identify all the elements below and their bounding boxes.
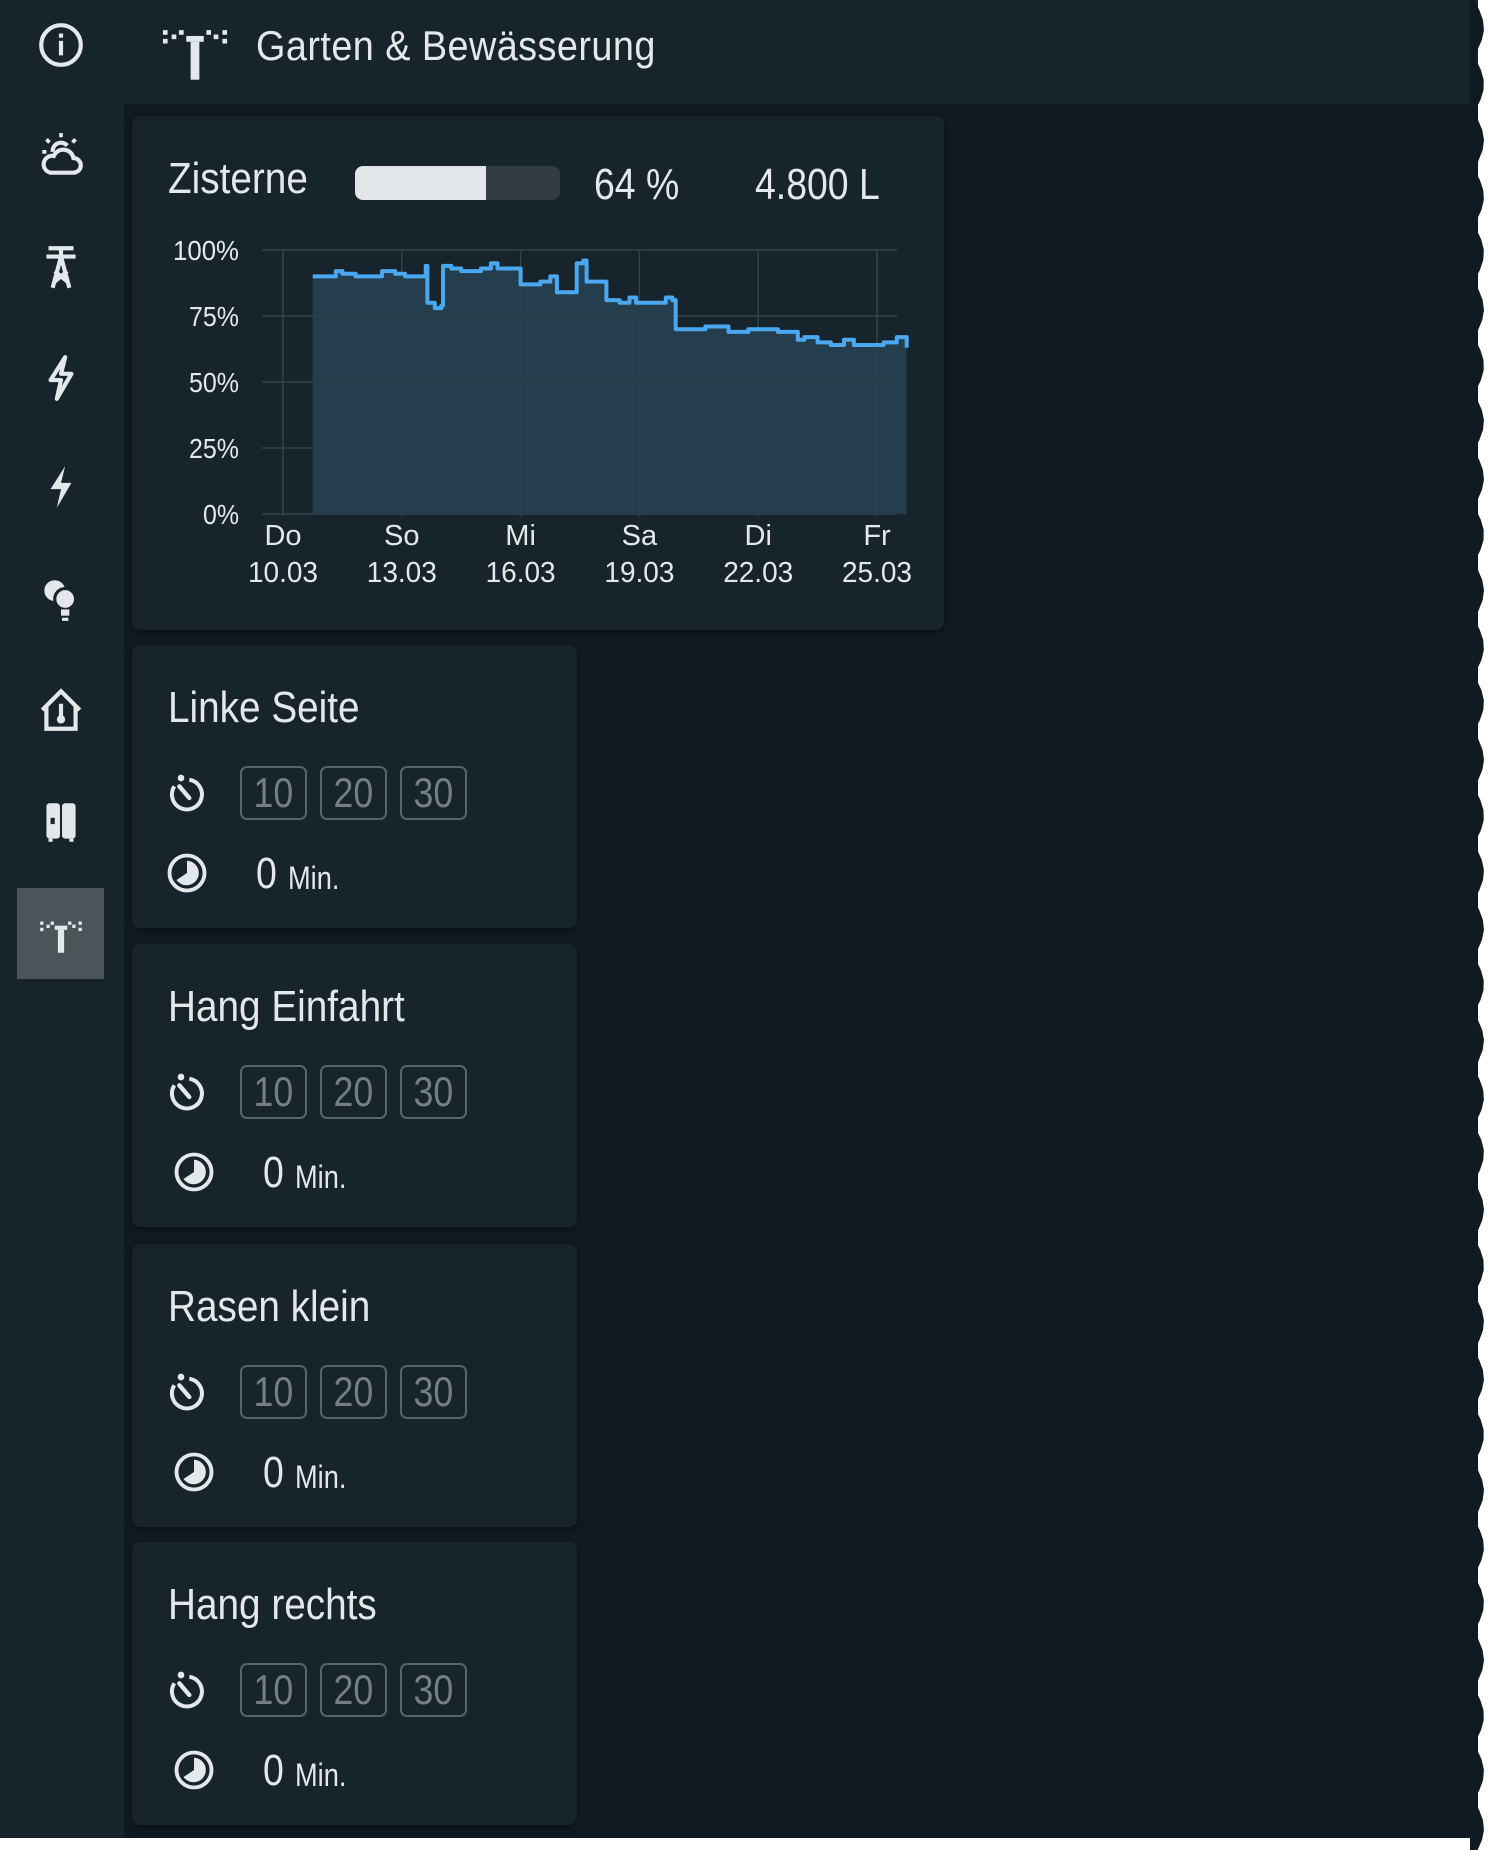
page-header: Garten & Bewässerung: [124, 0, 1478, 104]
duration-button-30[interactable]: 30: [400, 766, 467, 820]
cistern-level-bar: [355, 166, 560, 200]
x-tick-date: 16.03: [486, 557, 556, 589]
remaining-time: 0: [263, 1148, 284, 1197]
x-tick-day: Do: [264, 520, 301, 552]
duration-button-10[interactable]: 10: [240, 1663, 307, 1717]
zone-name: Linke Seite: [168, 683, 360, 732]
duration-button-20[interactable]: 20: [320, 1365, 387, 1419]
sidebar-item-power[interactable]: [17, 334, 104, 422]
y-tick-label: 75%: [189, 301, 239, 332]
x-tick-date: 25.03: [842, 557, 912, 589]
sidebar-item-lights[interactable]: [17, 555, 104, 643]
cistern-level-fill: [355, 166, 487, 200]
duration-button-30[interactable]: 30: [400, 1365, 467, 1419]
fridge-icon: [45, 803, 76, 842]
timer-progress-icon: [174, 1452, 214, 1492]
x-tick-day: So: [384, 520, 419, 552]
duration-button-30[interactable]: 30: [400, 1065, 467, 1119]
irrigation-zone-card: Hang Einfahrt 10 20 30 0 Min.: [132, 944, 577, 1227]
cistern-level-percent: 64 %: [594, 160, 680, 209]
x-tick-day: Sa: [622, 520, 658, 552]
duration-button-20[interactable]: 20: [320, 1663, 387, 1717]
sidebar-item-garden[interactable]: [17, 888, 104, 979]
y-tick-label: 100%: [173, 235, 239, 266]
irrigation-zone-card: Rasen klein 10 20 30 0 Min.: [132, 1244, 577, 1527]
sidebar-item-weather[interactable]: [17, 112, 104, 200]
irrigation-zone-card: Linke Seite 10 20 30 0 Min.: [132, 645, 577, 928]
x-tick-date: 19.03: [604, 557, 674, 589]
cistern-level-chart: 0% 25% 50% 75% 100% Do 10.03 So 13.03 Mi 16.03 Sa 19…: [173, 235, 912, 589]
torn-edge: [1470, 0, 1484, 1850]
remaining-time: 0: [263, 1746, 284, 1795]
cistern-card: 0% 25% 50% 75% 100% Do 10.03 So 13.03 Mi 16.03 Sa 19…: [132, 116, 944, 630]
remaining-time-unit: Min.: [295, 1757, 347, 1793]
duration-button-20[interactable]: 20: [320, 1065, 387, 1119]
timer-progress-icon: [167, 853, 207, 893]
transmission-tower-icon: [45, 246, 76, 289]
sidebar-item-info[interactable]: [17, 1, 104, 89]
remaining-time-unit: Min.: [295, 1459, 347, 1495]
sidebar: [0, 0, 124, 1838]
zone-name: Rasen klein: [168, 1282, 371, 1331]
timer-start-icon: [169, 1373, 204, 1411]
y-tick-label: 50%: [189, 367, 239, 398]
remaining-time: 0: [263, 1448, 284, 1497]
sprinkler-icon: [162, 30, 228, 80]
sidebar-item-appliances[interactable]: [17, 778, 104, 866]
zone-name: Hang rechts: [168, 1580, 377, 1629]
cistern-volume: 4.800 L: [755, 160, 880, 209]
x-tick-day: Di: [745, 520, 772, 552]
duration-button-20[interactable]: 20: [320, 766, 387, 820]
flash-icon: [50, 466, 71, 508]
y-tick-label: 25%: [189, 433, 239, 464]
lightbulb-group-icon: [43, 580, 77, 621]
home-thermometer-outline-icon: [40, 688, 81, 731]
timer-start-icon: [169, 774, 204, 812]
timer-progress-icon: [174, 1152, 214, 1192]
irrigation-zone-card: Hang rechts 10 20 30 0 Min.: [132, 1542, 577, 1825]
sprinkler-icon: [39, 921, 82, 953]
zone-name: Hang Einfahrt: [168, 982, 405, 1031]
flash-outline-icon: [48, 355, 73, 401]
x-tick-day: Fr: [863, 520, 891, 552]
dashboard: Garten & Bewässerung 0% 25% 50% 75% 100% Do 10…: [0, 0, 1478, 1838]
y-tick-label: 0%: [203, 499, 239, 530]
cistern-label: Zisterne: [168, 154, 308, 203]
torn-edge-shape: [1470, 0, 1484, 1850]
x-tick-date: 22.03: [723, 557, 793, 589]
duration-button-30[interactable]: 30: [400, 1663, 467, 1717]
level-area: [312, 260, 907, 514]
sidebar-item-energy[interactable]: [17, 443, 104, 531]
timer-start-icon: [169, 1073, 204, 1111]
sidebar-item-grid[interactable]: [17, 223, 104, 311]
page-title: Garten & Bewässerung: [256, 22, 656, 69]
information-outline-icon: [38, 23, 83, 67]
duration-button-10[interactable]: 10: [240, 1065, 307, 1119]
sidebar-item-climate[interactable]: [17, 666, 104, 754]
level-line: [312, 258, 909, 348]
duration-button-10[interactable]: 10: [240, 1365, 307, 1419]
x-tick-date: 10.03: [248, 557, 318, 589]
remaining-time-unit: Min.: [288, 860, 340, 896]
timer-progress-icon: [174, 1750, 214, 1790]
x-tick-date: 13.03: [367, 557, 437, 589]
x-tick-day: Mi: [505, 520, 536, 552]
remaining-time: 0: [256, 849, 277, 898]
duration-button-10[interactable]: 10: [240, 766, 307, 820]
remaining-time-unit: Min.: [295, 1159, 347, 1195]
weather-partly-cloudy-icon: [41, 133, 83, 175]
timer-start-icon: [169, 1671, 204, 1709]
